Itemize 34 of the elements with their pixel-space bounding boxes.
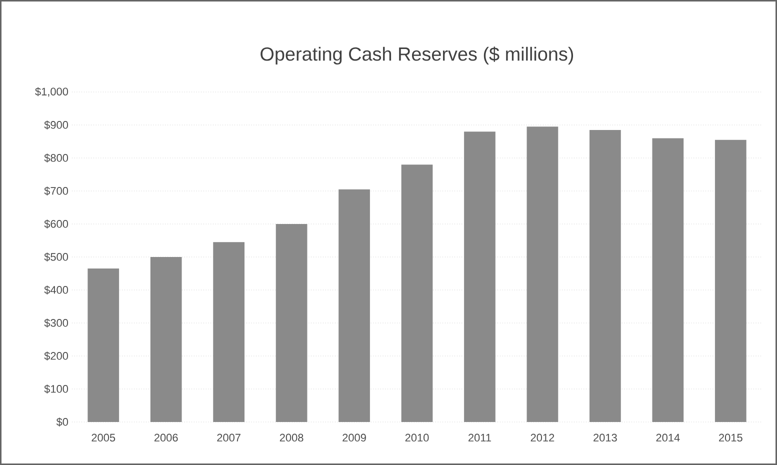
x-tick-label: 2005 [92, 434, 116, 442]
bar [590, 130, 621, 422]
y-tick-label: $800 [44, 154, 68, 162]
y-tick-label: $100 [44, 384, 68, 394]
x-tick-label: 2008 [280, 434, 304, 442]
x-tick-label: 2009 [342, 434, 366, 442]
x-tick-label: 2012 [530, 434, 554, 442]
y-tick-label: $400 [44, 286, 68, 294]
y-tick-label: $600 [44, 220, 68, 228]
bar [401, 164, 433, 422]
x-tick-label: 2013 [594, 434, 617, 442]
x-tick-label: 2007 [217, 434, 240, 442]
bar [150, 256, 182, 422]
bar [464, 132, 496, 422]
bar [526, 126, 558, 422]
y-tick-label: $900 [44, 120, 68, 130]
x-tick-label: 2014 [656, 434, 680, 442]
y-tick-label: $500 [44, 252, 68, 262]
bar [338, 189, 370, 422]
bar [213, 242, 245, 422]
bar [714, 140, 746, 422]
y-tick-label: $0 [56, 418, 68, 426]
bar [88, 268, 120, 422]
y-tick-label: $1,000 [35, 87, 68, 97]
x-tick-label: 2006 [154, 434, 178, 442]
bar [276, 224, 308, 422]
chart-title: Operating Cash Reserves ($ millions) [260, 46, 574, 64]
x-tick-label: 2015 [719, 434, 742, 442]
y-tick-label: $300 [44, 318, 68, 328]
y-tick-label: $200 [44, 352, 68, 360]
y-tick-label: $700 [44, 186, 68, 196]
bar [652, 138, 684, 422]
x-tick-label: 2010 [405, 434, 429, 442]
x-tick-label: 2011 [468, 434, 491, 442]
